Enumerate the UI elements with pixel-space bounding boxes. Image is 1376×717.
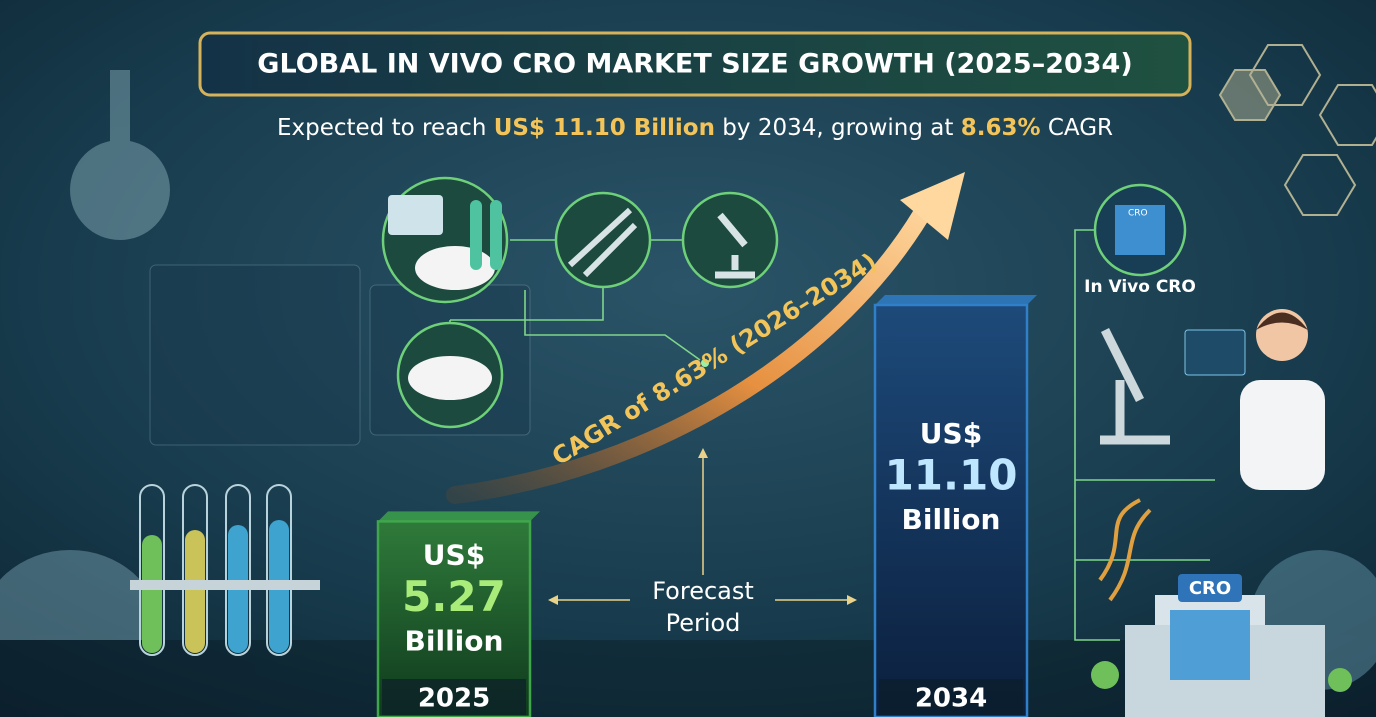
forecast-label: Period: [666, 609, 741, 637]
in-vivo-label: In Vivo CRO: [1084, 277, 1196, 297]
year-box: [879, 679, 1023, 715]
arrow-head: [900, 172, 965, 240]
growth-arrow: [446, 191, 939, 504]
value-unit: Billion: [405, 624, 504, 657]
subtitle-part: 8.63%: [961, 115, 1041, 141]
cro-small-label: CRO: [1128, 209, 1148, 219]
bar: [873, 303, 1029, 717]
subtitle: Expected to reach US$ 11.10 Billion by 2…: [277, 115, 1113, 141]
subtitle-part: CAGR: [1041, 115, 1114, 141]
forecast-label: Forecast: [652, 577, 754, 605]
subtitle-part: by 2034, growing at: [715, 115, 961, 141]
bar-top: [378, 511, 540, 522]
icon-network: CRO In Vivo CRO CRO: [381, 176, 1352, 717]
test-tubes: [130, 484, 320, 656]
subtitle-part: Expected to reach: [277, 115, 494, 141]
cro-building-label: CRO: [1189, 578, 1231, 599]
title: GLOBAL IN VIVO CRO MARKET SIZE GROWTH (2…: [257, 49, 1132, 80]
title-banner: [198, 31, 1192, 97]
year-box: [382, 679, 526, 715]
value-label: 5.27: [402, 572, 506, 621]
year-label: 2025: [418, 684, 490, 714]
year-label: 2034: [915, 684, 987, 714]
forecast-period: Forecast Period: [548, 448, 857, 637]
value-label: 11.10: [885, 451, 1018, 500]
value-unit: Billion: [902, 503, 1001, 536]
value-prefix: US$: [920, 417, 982, 450]
subtitle-part: US$ 11.10 Billion: [494, 115, 715, 141]
bar-top: [875, 295, 1037, 305]
hexagons: [1218, 44, 1376, 216]
value-prefix: US$: [423, 538, 485, 571]
